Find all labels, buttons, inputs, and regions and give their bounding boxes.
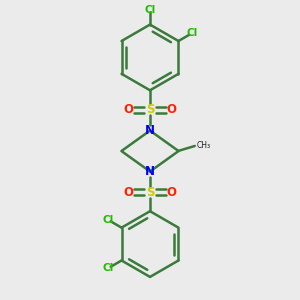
Text: Cl: Cl	[103, 215, 114, 225]
Text: CH₃: CH₃	[196, 142, 211, 151]
Text: S: S	[146, 103, 154, 116]
Text: O: O	[167, 186, 176, 199]
Text: S: S	[146, 186, 154, 199]
Text: O: O	[167, 103, 176, 116]
Text: N: N	[145, 165, 155, 178]
Text: N: N	[145, 124, 155, 137]
Text: O: O	[124, 103, 134, 116]
Text: O: O	[124, 186, 134, 199]
Text: Cl: Cl	[186, 28, 197, 38]
Text: Cl: Cl	[103, 263, 114, 273]
Text: Cl: Cl	[144, 5, 156, 15]
